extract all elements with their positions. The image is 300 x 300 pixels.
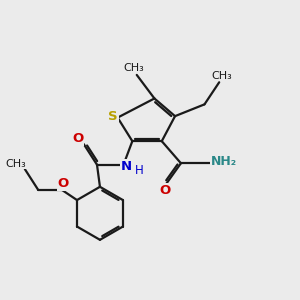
Text: CH₃: CH₃ <box>6 159 26 169</box>
Text: O: O <box>72 132 83 145</box>
Text: NH₂: NH₂ <box>211 155 237 168</box>
Text: CH₃: CH₃ <box>212 71 232 81</box>
Text: N: N <box>121 160 132 173</box>
Text: CH₃: CH₃ <box>123 63 144 73</box>
Text: O: O <box>58 177 69 190</box>
Text: O: O <box>159 184 170 197</box>
Text: H: H <box>134 164 143 176</box>
Text: S: S <box>108 110 118 123</box>
